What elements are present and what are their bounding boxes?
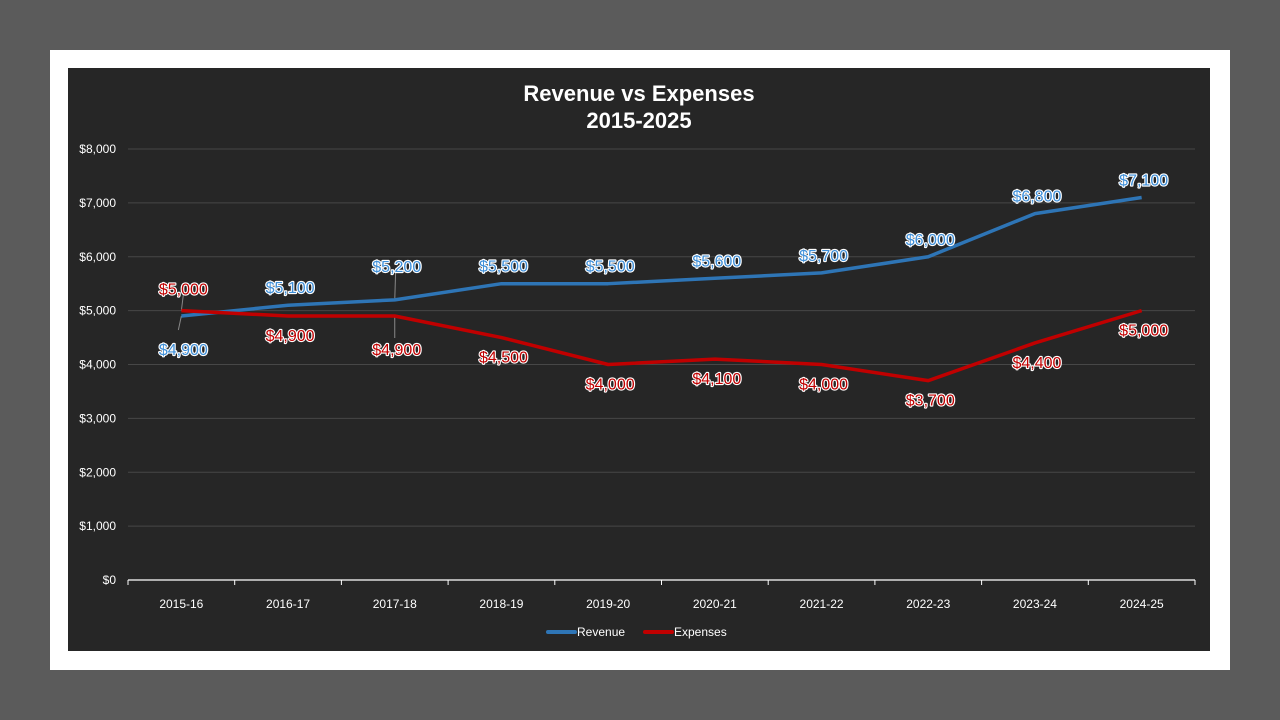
- chart-title: Revenue vs Expenses: [523, 81, 754, 106]
- series-line-revenue: [181, 195, 1142, 318]
- data-label-revenue: $4,900: [159, 342, 208, 359]
- data-label-expenses: $5,000: [1119, 323, 1168, 340]
- y-tick-label: $4,000: [79, 358, 116, 372]
- data-label-expenses: $4,000: [799, 377, 848, 394]
- x-tick-label: 2021-22: [800, 597, 844, 611]
- chart-area: [68, 68, 1210, 651]
- y-tick-label: $2,000: [79, 465, 116, 479]
- series-line-expenses: [181, 308, 1143, 383]
- data-label-revenue: $5,700: [799, 248, 848, 265]
- x-tick-label: 2015-16: [159, 597, 203, 611]
- data-label-revenue: $6,000: [906, 232, 955, 249]
- data-label-revenue: $7,100: [1119, 172, 1168, 189]
- leader-line: [180, 294, 184, 311]
- y-tick-label: $5,000: [79, 304, 116, 318]
- x-tick-label: 2019-20: [586, 597, 630, 611]
- x-tick-label: 2017-18: [373, 597, 417, 611]
- y-tick-label: $8,000: [79, 142, 116, 156]
- y-tick-label: $1,000: [79, 519, 116, 533]
- data-label-expenses: $4,400: [1012, 355, 1061, 372]
- data-label-revenue: $5,600: [692, 253, 741, 270]
- x-tick-label: 2023-24: [1013, 597, 1057, 611]
- data-label-revenue: $6,800: [1012, 189, 1061, 206]
- data-label-revenue: $5,200: [372, 259, 421, 276]
- data-label-expenses: $4,900: [372, 342, 421, 359]
- y-tick-label: $6,000: [79, 250, 116, 264]
- data-label-expenses: $4,100: [692, 371, 741, 388]
- x-tick-label: 2018-19: [479, 597, 523, 611]
- data-label-expenses: $4,000: [586, 377, 635, 394]
- data-label-revenue: $5,500: [586, 259, 635, 276]
- leader-line: [394, 267, 397, 300]
- data-label-expenses: $4,500: [479, 350, 528, 367]
- data-label-revenue: $5,100: [266, 280, 315, 297]
- data-label-expenses: $5,000: [159, 282, 208, 299]
- leader-line: [177, 315, 182, 331]
- y-tick-label: $7,000: [79, 196, 116, 210]
- legend-label-expenses: Expenses: [674, 625, 727, 639]
- y-tick-label: $3,000: [79, 411, 116, 425]
- x-tick-label: 2016-17: [266, 597, 310, 611]
- chart-subtitle: 2015-2025: [586, 108, 691, 133]
- legend-label-revenue: Revenue: [577, 625, 625, 639]
- x-tick-label: 2024-25: [1120, 597, 1164, 611]
- data-label-expenses: $3,700: [906, 393, 955, 410]
- data-label-revenue: $5,500: [479, 259, 528, 276]
- y-tick-label: $0: [103, 573, 117, 587]
- x-tick-label: 2020-21: [693, 597, 737, 611]
- x-tick-label: 2022-23: [906, 597, 950, 611]
- data-label-expenses: $4,900: [266, 328, 315, 345]
